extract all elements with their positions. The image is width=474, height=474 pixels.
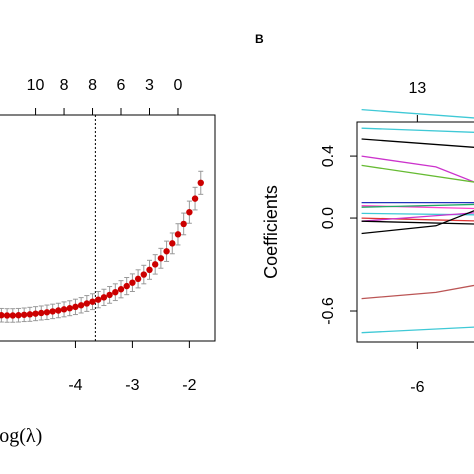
data-point (72, 303, 79, 311)
data-point (32, 310, 39, 317)
data-point (186, 208, 193, 216)
data-point (112, 288, 119, 296)
coefficient-path (361, 164, 474, 183)
data-point (146, 266, 153, 274)
coefficient-path (361, 155, 474, 183)
coefficient-path (361, 220, 474, 225)
coefficient-path (361, 217, 474, 222)
data-point (106, 291, 113, 299)
y-tick-label: 0.0 (320, 207, 337, 229)
panel-a-top-axis: 10 8 8 6 3 0 (27, 77, 183, 115)
panel-a-bottom-axis: -4 -3 -2 (68, 341, 197, 394)
panel-b-plot-box (356, 121, 474, 343)
data-point (123, 282, 130, 290)
data-point (38, 309, 45, 317)
data-point (0, 312, 5, 319)
data-point (100, 294, 108, 301)
data-point (49, 308, 56, 315)
top-tick-label: 3 (145, 77, 154, 94)
data-point (180, 220, 187, 228)
data-point (66, 305, 73, 312)
data-point (55, 307, 62, 314)
data-point (60, 306, 68, 313)
data-point (129, 279, 136, 286)
data-point (89, 298, 96, 305)
data-point (134, 275, 142, 283)
coefficient-path (361, 127, 474, 133)
coefficient-path (361, 138, 474, 148)
data-point (15, 312, 22, 319)
data-point (20, 311, 28, 318)
top-tick-label: 0 (174, 77, 183, 94)
data-point (191, 195, 199, 202)
panel-b-top-axis: 13 (408, 80, 426, 122)
top-tick-label: 10 (27, 77, 45, 94)
x-tick-label: -4 (68, 377, 82, 394)
panel-b-coefficient-paths (361, 108, 474, 334)
data-point (169, 240, 176, 247)
panel-b-left-axis: -0.6 0.0 0.4 (320, 145, 357, 325)
coefficient-path (361, 210, 474, 235)
data-point (117, 286, 125, 293)
coefficient-path (361, 108, 474, 119)
data-point (174, 231, 182, 238)
data-point (95, 296, 102, 303)
data-point (197, 179, 204, 186)
coefficient-path (361, 284, 474, 300)
data-point (43, 309, 51, 316)
y-tick-label: -0.6 (320, 297, 337, 325)
x-tick-label: -6 (410, 379, 424, 396)
x-tick-label: -3 (125, 377, 139, 394)
panel-a-plot-box (0, 114, 216, 342)
panel-a-x-axis-label: Log(λ) (0, 425, 42, 447)
panel-a: 10 8 8 6 3 0 -4 -3 -2 Log(λ) (0, 77, 216, 447)
data-point (26, 311, 34, 318)
top-tick-label: 13 (408, 80, 426, 97)
data-point (140, 271, 147, 278)
data-point (163, 248, 170, 255)
panel-a-points (0, 179, 204, 319)
data-point (151, 261, 159, 268)
x-tick-label: -2 (182, 377, 196, 394)
data-point (3, 312, 11, 319)
coefficient-path (361, 212, 474, 216)
panel-b-label: B (255, 32, 264, 46)
data-point (157, 255, 165, 262)
data-point (9, 312, 16, 319)
top-tick-label: 8 (60, 77, 69, 94)
panel-b: B 13 -0.6 0.0 0.4 -6 Coefficients (255, 32, 474, 396)
panel-b-y-axis-label: Coefficients (261, 185, 281, 279)
panel-b-bottom-axis: -6 (410, 342, 425, 396)
coefficient-path (361, 203, 474, 208)
data-point (77, 302, 85, 309)
top-tick-label: 6 (117, 77, 126, 94)
top-tick-label: 8 (88, 77, 97, 94)
coefficient-path (361, 326, 474, 334)
y-tick-label: 0.4 (320, 145, 337, 167)
data-point (83, 300, 91, 307)
